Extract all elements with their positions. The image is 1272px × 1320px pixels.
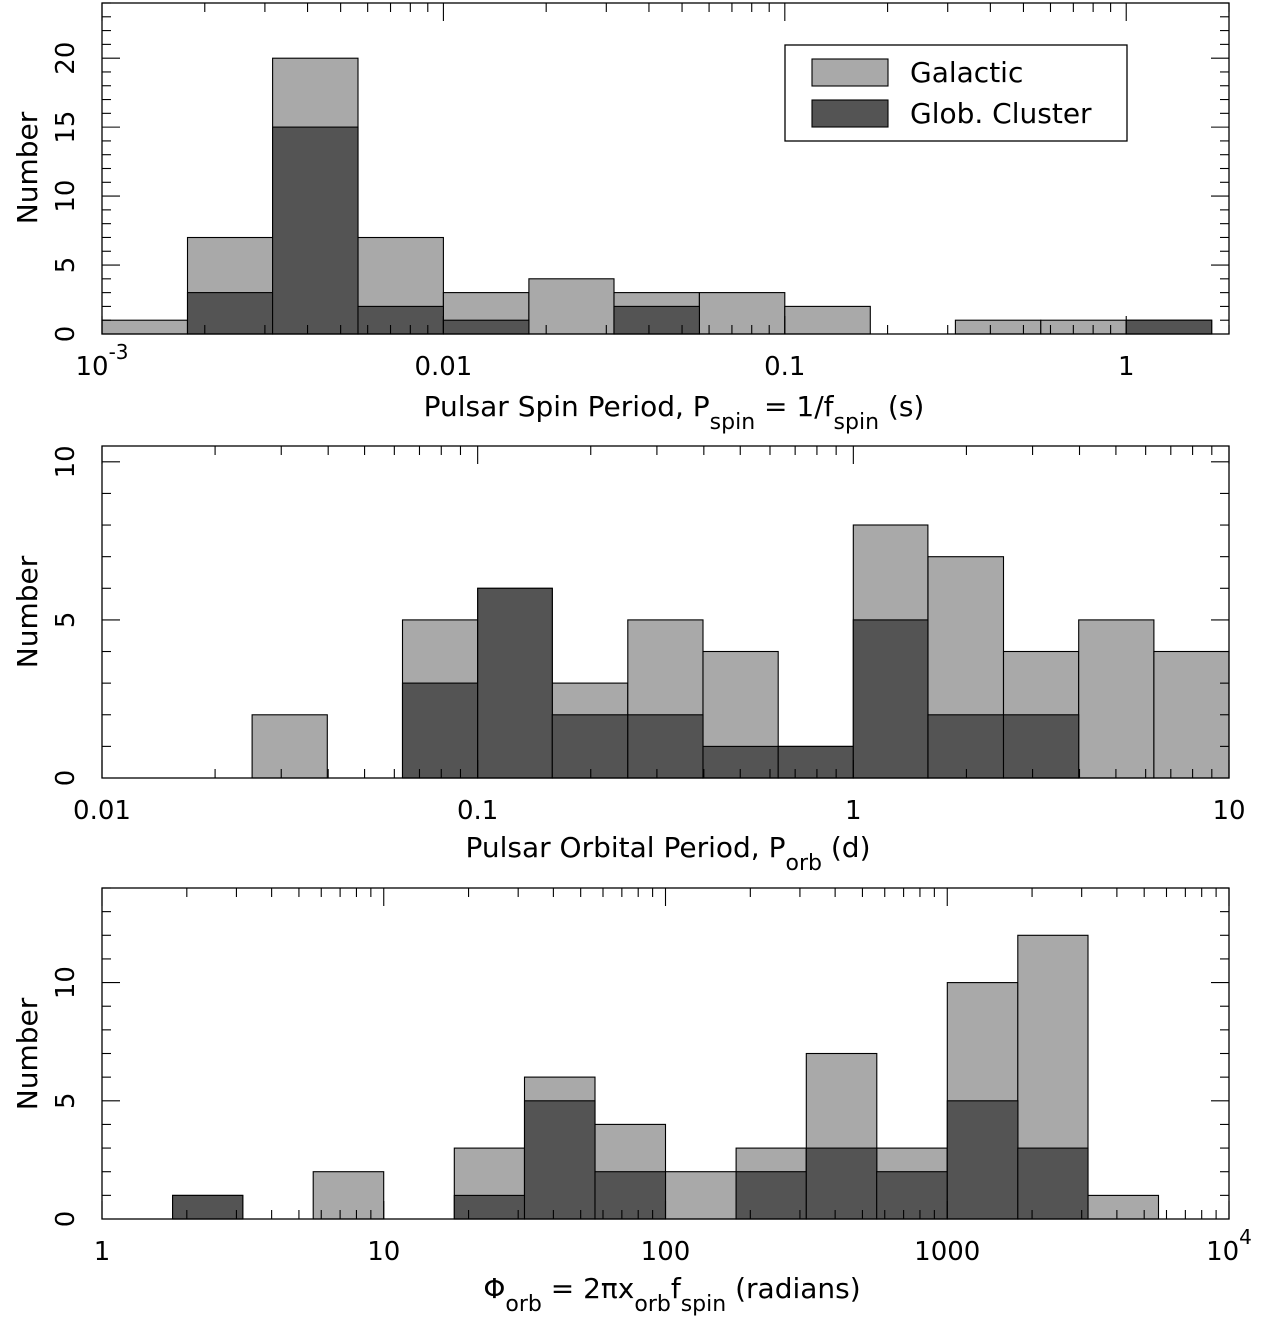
x-tick-label: 0.01 — [73, 796, 131, 826]
x-tick-label: 10 — [367, 1237, 400, 1267]
glob-cluster-bar — [735, 1171, 807, 1220]
legend: Galactic Glob. Cluster — [784, 44, 1128, 142]
legend-galactic-label: Galactic — [910, 56, 1023, 89]
glob-cluster-bar — [357, 305, 444, 335]
legend-galactic-swatch — [811, 58, 889, 87]
galactic-bar — [312, 1171, 385, 1220]
glob-cluster-bar — [805, 1147, 878, 1220]
galactic-bar — [698, 292, 786, 335]
galactic-bar — [1153, 650, 1230, 779]
glob-cluster-bar — [1017, 1147, 1089, 1220]
orbital-phase-x-label: Φorb = 2πxorbfspin (radians) — [483, 1272, 860, 1317]
y-tick-label: 0 — [51, 1211, 81, 1228]
glob-cluster-bar — [852, 619, 929, 779]
glob-cluster-bar — [523, 1100, 596, 1220]
glob-cluster-bar — [172, 1194, 244, 1220]
orbital-period-x-label: Pulsar Orbital Period, Porb (d) — [465, 831, 870, 876]
y-tick-label: 5 — [51, 612, 81, 629]
glob-cluster-bar — [442, 319, 530, 335]
glob-cluster-bar — [272, 126, 359, 335]
orbital-period-panel: 0.01 0.1 1 10 0 5 10 Number Pulsar Orbital Per… — [11, 445, 1246, 875]
spin-period-bars — [101, 57, 1213, 335]
x-tick-label: 104 — [1206, 1225, 1252, 1267]
spin-period-x-label: Pulsar Spin Period, Pspin = 1/fspin (s) — [424, 390, 925, 435]
orbital-period-y-label: Number — [11, 555, 44, 668]
x-tick-label: 0.1 — [457, 796, 498, 826]
y-tick-label: 15 — [51, 111, 81, 144]
legend-glob-cluster-swatch — [811, 99, 889, 128]
orbital-phase-ticks — [101, 887, 1230, 1220]
legend-glob-cluster-label: Glob. Cluster — [910, 97, 1092, 130]
x-tick-label: 10 — [1212, 796, 1245, 826]
glob-cluster-bar — [477, 587, 553, 779]
galactic-bar — [251, 714, 328, 779]
glob-cluster-bar — [777, 745, 854, 779]
x-tick-label: 0.1 — [764, 352, 805, 382]
orbital-phase-bars — [172, 934, 1160, 1220]
orbital-period-tick-labels: 0.01 0.1 1 10 0 5 10 — [51, 445, 1246, 826]
x-tick-label: 10-3 — [75, 340, 128, 382]
glob-cluster-bar — [627, 714, 704, 779]
glob-cluster-bar — [186, 292, 274, 335]
galactic-bar — [664, 1171, 737, 1220]
y-tick-label: 10 — [51, 180, 81, 213]
y-tick-label: 5 — [51, 257, 81, 274]
orbital-period-ticks — [101, 446, 1230, 779]
galactic-bar — [528, 278, 615, 335]
glob-cluster-bar — [613, 305, 700, 335]
x-tick-label: 1000 — [914, 1237, 980, 1267]
galactic-bar — [954, 319, 1042, 335]
y-tick-label: 0 — [51, 326, 81, 343]
y-tick-label: 10 — [51, 966, 81, 999]
spin-period-ticks — [101, 2, 1230, 335]
glob-cluster-bar — [1002, 714, 1080, 779]
x-tick-label: 1 — [845, 796, 862, 826]
x-tick-label: 0.01 — [414, 352, 472, 382]
y-tick-label: 0 — [51, 770, 81, 787]
orbital-phase-tick-labels: 1 10 100 1000 104 0 5 10 — [51, 966, 1252, 1267]
orbital-phase-y-label: Number — [11, 997, 44, 1110]
orbital-period-axes-frame — [101, 445, 1230, 779]
x-tick-label: 1 — [1118, 352, 1135, 382]
galactic-bar — [784, 305, 871, 335]
glob-cluster-bar — [401, 682, 479, 779]
x-tick-label: 1 — [94, 1237, 111, 1267]
orbital-period-bars — [251, 524, 1230, 779]
glob-cluster-bar — [946, 1100, 1019, 1220]
glob-cluster-bar — [453, 1194, 526, 1220]
galactic-bar — [101, 319, 189, 335]
glob-cluster-bar — [876, 1171, 948, 1220]
glob-cluster-bar — [594, 1171, 667, 1220]
galactic-bar — [1040, 319, 1127, 335]
spin-period-y-label: Number — [11, 111, 44, 224]
glob-cluster-bar — [927, 714, 1005, 779]
y-tick-label: 10 — [51, 445, 81, 478]
galactic-bar — [1078, 619, 1155, 779]
y-tick-label: 20 — [51, 42, 81, 75]
x-tick-label: 100 — [641, 1237, 691, 1267]
glob-cluster-bar — [551, 714, 629, 779]
y-tick-label: 5 — [51, 1093, 81, 1110]
galactic-bar — [1087, 1194, 1160, 1220]
glob-cluster-bar — [1125, 319, 1213, 335]
orbital-phase-panel: 1 10 100 1000 104 0 5 10 Number Φorb = 2πxorbfs… — [11, 887, 1252, 1317]
